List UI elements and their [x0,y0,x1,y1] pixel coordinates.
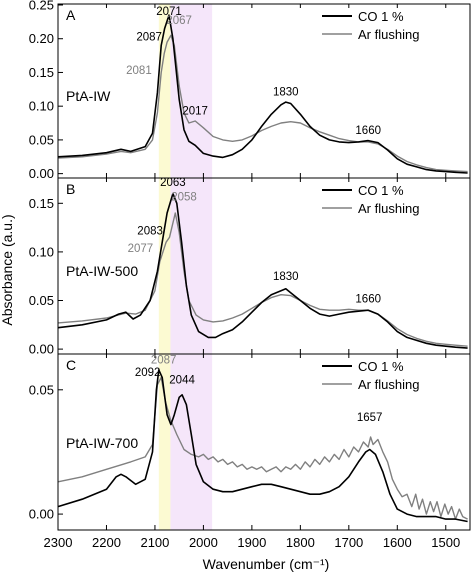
y-tick-label: 0.15 [29,196,54,211]
panel-letter: A [66,7,76,23]
shaded-band-2 [170,4,213,530]
sample-label: PtA-IW-700 [66,435,138,451]
x-tick-label: 1500 [431,535,460,550]
panel-a [57,14,468,174]
x-tick-label: 2300 [44,535,73,550]
y-tick-label: 0.15 [29,65,54,80]
shaded-band-1 [158,4,171,530]
y-tick-label: 0.10 [29,99,54,114]
panel-letter: C [66,357,76,373]
x-tick-label: 2200 [92,535,121,550]
peak-label: 2077 [128,243,154,255]
x-tick-label: 2100 [140,535,169,550]
x-tick-label: 1700 [334,535,363,550]
peak-label: 2063 [160,177,186,189]
y-tick-label: 0.00 [29,166,54,181]
legend-label: CO 1 % [358,9,404,24]
peak-label: 1660 [355,293,381,305]
legend-label: Ar flushing [358,201,419,216]
x-tick-label: 1800 [286,535,315,550]
x-tick-label: 1600 [383,535,412,550]
legend-label: CO 1 % [358,183,404,198]
legend-label: Ar flushing [358,27,419,42]
x-axis-label: Wavenumber (cm⁻¹) [203,556,330,572]
panel-frame-c [57,353,471,531]
peak-label: 2058 [171,191,197,203]
y-tick-label: 0.00 [29,507,54,522]
series-line-co [57,14,468,174]
panel-c [57,369,468,523]
y-axis-label: Absorbance (a.u.) [0,214,15,325]
panel-letter: B [66,181,75,197]
legend-label: Ar flushing [358,377,419,392]
sample-label: PtA-IW [66,88,111,104]
legend: CO 1 % Ar flushing [322,359,419,392]
peak-label: 2087 [151,355,177,367]
y-tick-label: 0.05 [29,382,54,397]
peak-label: 2092 [135,367,161,379]
y-tick-label: 0.05 [29,132,54,147]
y-tick-label: 0.20 [29,31,54,46]
peak-label: 2067 [166,15,192,27]
legend: CO 1 % Ar flushing [322,9,419,42]
panel-b [57,192,468,349]
x-tick-label: 1900 [237,535,266,550]
legend: CO 1 % Ar flushing [322,183,419,216]
peak-label: 2044 [169,375,195,387]
peak-label: 2087 [136,32,162,44]
peak-label: 1657 [357,412,383,424]
y-tick-label: 0.25 [29,0,54,13]
series-line-co [57,192,468,349]
sample-label: PtA-IW-500 [66,263,138,279]
legend-label: CO 1 % [358,359,404,374]
peak-label: 1830 [273,86,299,98]
x-tick-label: 2000 [189,535,218,550]
peak-label: 1830 [273,271,299,283]
y-tick-label: 0.10 [29,244,54,259]
shaded-regions [158,4,213,530]
y-tick-label: 0.05 [29,293,54,308]
axes-layer: 0.00 0.05 0.10 0.15 0.20 0.25 A PtA-IW CO 1 % Ar … [29,0,471,550]
peak-label: 2017 [182,105,208,117]
peak-label: 1660 [355,125,381,137]
plot-layer [57,14,468,523]
series-line-ar [57,34,468,173]
series-line-ar [57,212,468,347]
y-tick-label: 0.00 [29,342,54,357]
series-line-ar [57,376,468,520]
peak-label: 2081 [126,65,152,77]
peak-label: 2071 [156,6,182,18]
series-line-co [57,369,468,523]
peak-label: 2083 [137,225,163,237]
